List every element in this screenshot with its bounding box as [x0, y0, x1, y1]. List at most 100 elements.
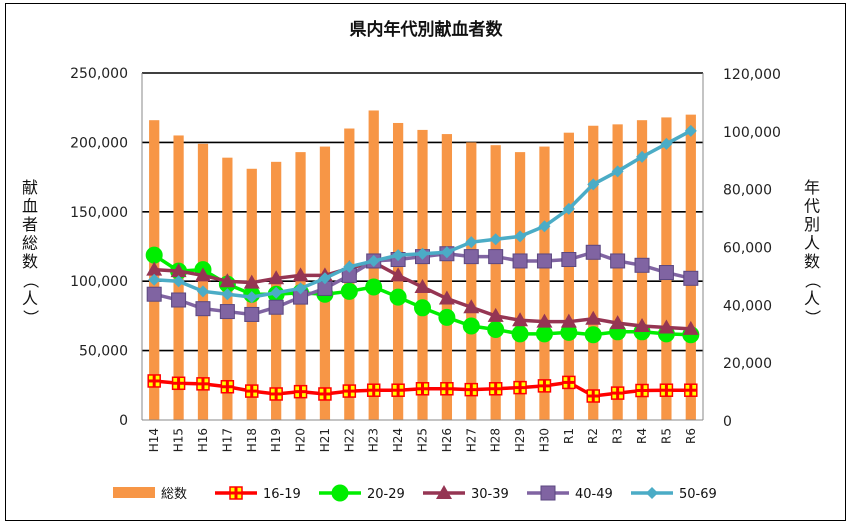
- point-50-69-R6: [684, 124, 697, 137]
- point-40-49-H28: [488, 249, 504, 265]
- axis-label-char: 数: [804, 252, 820, 271]
- point-50-69-H20: [294, 282, 307, 295]
- point-40-49-H30: [536, 253, 552, 269]
- left-tick-label: 50,000: [79, 344, 128, 360]
- point-40-49-R1: [561, 252, 577, 268]
- left-tick-label: 250,000: [70, 66, 128, 82]
- x-tick-label: H20: [294, 428, 308, 452]
- point-40-49-H18: [244, 306, 260, 322]
- point-40-49-R3: [610, 253, 626, 269]
- point-30-39-H16: [194, 267, 211, 282]
- point-30-39-R1: [560, 313, 577, 328]
- point-30-39-R3: [609, 315, 626, 330]
- bar-H25: [417, 129, 428, 420]
- x-tick-label: H24: [391, 428, 405, 452]
- legend-item-16-19: 16-19: [215, 486, 301, 502]
- legend-label: 50-69: [679, 487, 717, 502]
- x-tick-label: H15: [172, 428, 186, 452]
- legend-item-総数: 総数: [113, 487, 187, 502]
- axis-label-char: 血: [22, 197, 38, 216]
- bar-H27: [466, 142, 477, 420]
- point-50-69-R3: [611, 165, 624, 178]
- point-16-19-H19: [269, 387, 283, 401]
- point-50-69-H24: [392, 249, 405, 262]
- point-50-69-H26: [440, 246, 453, 259]
- point-16-19-H24: [391, 383, 405, 397]
- point-50-69-H29: [514, 230, 527, 243]
- legend-item-20-29: 20-29: [319, 484, 405, 502]
- right-tick-label: 100,000: [723, 125, 781, 141]
- axis-label-char: 人: [804, 289, 820, 308]
- axis-label-char: （: [21, 272, 40, 288]
- point-16-19-H23: [366, 383, 381, 397]
- point-30-39-H20: [292, 267, 309, 282]
- legend-marker: [540, 485, 556, 501]
- point-20-29-H26: [438, 308, 456, 326]
- right-tick-label: 20,000: [723, 356, 772, 372]
- x-axis-ticks: H14 H15 H16 H17 H18 H19 H20 H21 H22 H23 H24 H25 H26 H…: [147, 428, 698, 452]
- bar-R2: [588, 125, 599, 420]
- point-16-19-R1: [562, 375, 576, 390]
- series-50-69: [148, 124, 697, 304]
- x-tick-label: H19: [269, 428, 283, 452]
- x-tick-label: R1: [562, 428, 576, 444]
- bar-H16: [197, 143, 209, 420]
- point-40-49-H16: [195, 301, 211, 317]
- x-tick-label: R3: [611, 428, 625, 444]
- point-16-19-R3: [610, 386, 625, 400]
- legend: 総数 16-19 20-29 30-39 40-49 50-69: [113, 484, 717, 502]
- point-30-39-H30: [536, 313, 553, 328]
- left-tick-label: 150,000: [70, 205, 128, 221]
- point-50-69-H28: [489, 233, 502, 246]
- x-tick-label: H29: [513, 428, 527, 452]
- right-tick-label: 40,000: [723, 298, 772, 314]
- point-16-19-H25: [415, 382, 430, 396]
- axis-label-char: 代: [804, 197, 820, 216]
- point-20-29-H22: [340, 282, 358, 300]
- point-30-39-H25: [414, 278, 431, 293]
- x-tick-label: R2: [586, 428, 600, 444]
- legend-item-30-39: 30-39: [423, 485, 509, 502]
- point-30-39-H18: [243, 274, 260, 289]
- point-50-69-H18: [245, 291, 258, 304]
- point-50-69-H25: [416, 247, 429, 260]
- x-tick-label: H30: [537, 428, 551, 452]
- legend-label: 総数: [161, 487, 187, 502]
- chart-title: 県内年代別献血者数: [350, 19, 504, 40]
- right-tick-label: 80,000: [723, 183, 772, 199]
- legend-swatch: [113, 487, 155, 498]
- point-30-39-H15: [170, 263, 187, 278]
- x-tick-label: H17: [220, 428, 234, 452]
- x-tick-label: H28: [489, 428, 503, 452]
- point-30-39-H14: [146, 261, 163, 276]
- bar-H30: [539, 146, 550, 420]
- point-40-49-H19: [268, 299, 284, 315]
- bar-R1: [563, 132, 574, 420]
- point-30-39-H24: [390, 267, 407, 282]
- left-axis-ticks: 0 50,000 100,000 150,000 200,000 250,000: [70, 66, 128, 429]
- x-tick-label: H27: [464, 428, 478, 452]
- legend-marker: [436, 485, 452, 499]
- axis-label-char: 総: [22, 234, 38, 253]
- point-20-29-R2: [584, 326, 602, 344]
- point-50-69-H17: [221, 288, 234, 301]
- legend-item-50-69: 50-69: [631, 487, 717, 502]
- point-40-49-H14: [146, 286, 162, 302]
- x-tick-label: R4: [635, 428, 649, 444]
- x-tick-label: H23: [367, 428, 381, 452]
- legend-marker: [646, 487, 658, 499]
- point-20-29-H25: [414, 299, 431, 317]
- point-50-69-H16: [196, 285, 209, 298]
- point-16-19-H27: [464, 382, 479, 397]
- axis-label-char: ）: [21, 309, 40, 325]
- x-tick-label: H14: [147, 428, 161, 452]
- axis-label-char: ）: [803, 309, 822, 325]
- bar-R6: [685, 114, 696, 420]
- point-40-49-R2: [585, 244, 601, 260]
- left-tick-label: 100,000: [70, 274, 128, 290]
- axis-label-char: 献: [22, 178, 38, 197]
- x-tick-label: H25: [416, 428, 430, 452]
- point-16-19-R4: [635, 383, 649, 398]
- legend-label: 20-29: [367, 487, 405, 502]
